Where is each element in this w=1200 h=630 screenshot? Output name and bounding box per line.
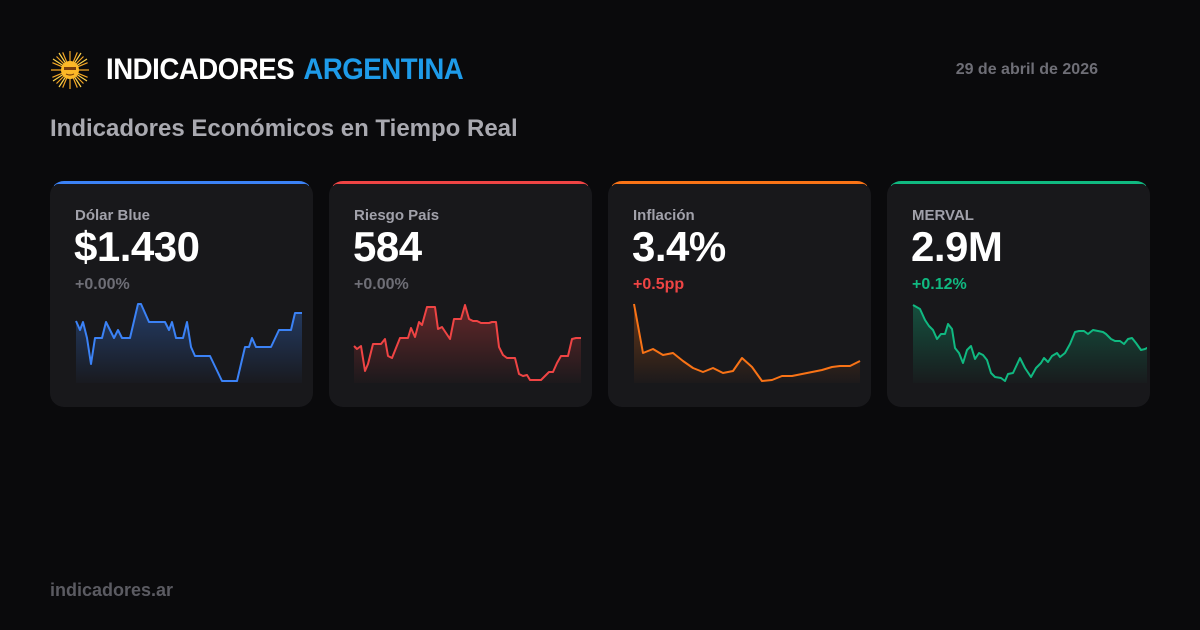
card-value: 3.4%: [632, 223, 726, 270]
card-label: MERVAL: [912, 207, 974, 224]
card-label: Dólar Blue: [75, 207, 151, 224]
brand-title: INDICADORES ARGENTINA: [106, 53, 464, 87]
card-accent-bar: [54, 181, 309, 188]
card-accent-bar: [333, 181, 588, 188]
card-merval[interactable]: MERVAL 2.9M +0.12%: [887, 181, 1150, 407]
card-inflacion[interactable]: Inflación 3.4% +0.5pp: [608, 181, 871, 407]
sparkline-chart: [912, 304, 1147, 383]
header: INDICADORES ARGENTINA 29 de abril de 202…: [50, 50, 1150, 90]
indicator-cards: Dólar Blue $1.430 +0.00% Riesgo País 584…: [50, 181, 1150, 407]
footer-domain[interactable]: indicadores.ar: [50, 580, 174, 600]
sparkline-chart: [75, 303, 302, 383]
card-value: $1.430: [74, 223, 200, 270]
sparkline-chart: [353, 304, 581, 383]
card-value: 2.9M: [911, 223, 1003, 270]
card-riesgo-pais[interactable]: Riesgo País 584 +0.00%: [329, 181, 592, 407]
card-change: +0.00%: [354, 276, 409, 293]
sun-of-may-icon: [50, 50, 90, 90]
brand-accent: ARGENTINA: [303, 53, 464, 86]
card-change: +0.00%: [75, 276, 130, 293]
sparkline-chart: [633, 303, 861, 383]
date-label: 29 de abril de 2026: [955, 61, 1098, 78]
card-value: 584: [353, 223, 422, 270]
card-accent-bar: [612, 181, 867, 188]
page-subtitle: Indicadores Económicos en Tiempo Real: [50, 115, 518, 142]
card-accent-bar: [891, 181, 1146, 188]
card-change: +0.12%: [912, 276, 967, 293]
card-change: +0.5pp: [633, 276, 685, 293]
card-label: Inflación: [633, 207, 695, 224]
card-dolar-blue[interactable]: Dólar Blue $1.430 +0.00%: [50, 181, 313, 407]
brand-primary: INDICADORES: [106, 53, 295, 86]
card-label: Riesgo País: [354, 207, 440, 224]
